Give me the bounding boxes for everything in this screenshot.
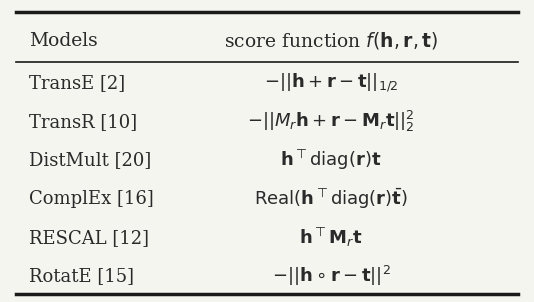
Text: $\mathbf{h}^\top\mathbf{M}_r\mathbf{t}$: $\mathbf{h}^\top\mathbf{M}_r\mathbf{t}$ xyxy=(300,226,363,249)
Text: $\mathrm{Real}(\mathbf{h}^\top\mathrm{diag}(\mathbf{r})\bar{\mathbf{t}})$: $\mathrm{Real}(\mathbf{h}^\top\mathrm{di… xyxy=(254,187,408,211)
Text: $-||\mathbf{h} \circ \mathbf{r} - \mathbf{t}||^2$: $-||\mathbf{h} \circ \mathbf{r} - \mathb… xyxy=(272,264,390,288)
Text: TransR [10]: TransR [10] xyxy=(29,113,137,131)
Text: DistMult [20]: DistMult [20] xyxy=(29,151,152,169)
Text: Models: Models xyxy=(29,32,98,50)
Text: $-||\mathbf{h} + \mathbf{r} - \mathbf{t}||_{1/2}$: $-||\mathbf{h} + \mathbf{r} - \mathbf{t}… xyxy=(264,72,398,94)
Text: TransE [2]: TransE [2] xyxy=(29,74,125,92)
Text: score function $f(\mathbf{h}, \mathbf{r}, \mathbf{t})$: score function $f(\mathbf{h}, \mathbf{r}… xyxy=(224,30,438,51)
Text: RotatE [15]: RotatE [15] xyxy=(29,267,135,285)
Text: $-||M_r\mathbf{h} + \mathbf{r} - \mathbf{M}_r\mathbf{t}||_2^2$: $-||M_r\mathbf{h} + \mathbf{r} - \mathbf… xyxy=(247,109,415,134)
Text: ComplEx [16]: ComplEx [16] xyxy=(29,190,154,208)
Text: RESCAL [12]: RESCAL [12] xyxy=(29,229,150,247)
Text: $\mathbf{h}^\top\mathrm{diag}(\mathbf{r})\mathbf{t}$: $\mathbf{h}^\top\mathrm{diag}(\mathbf{r}… xyxy=(280,148,382,172)
